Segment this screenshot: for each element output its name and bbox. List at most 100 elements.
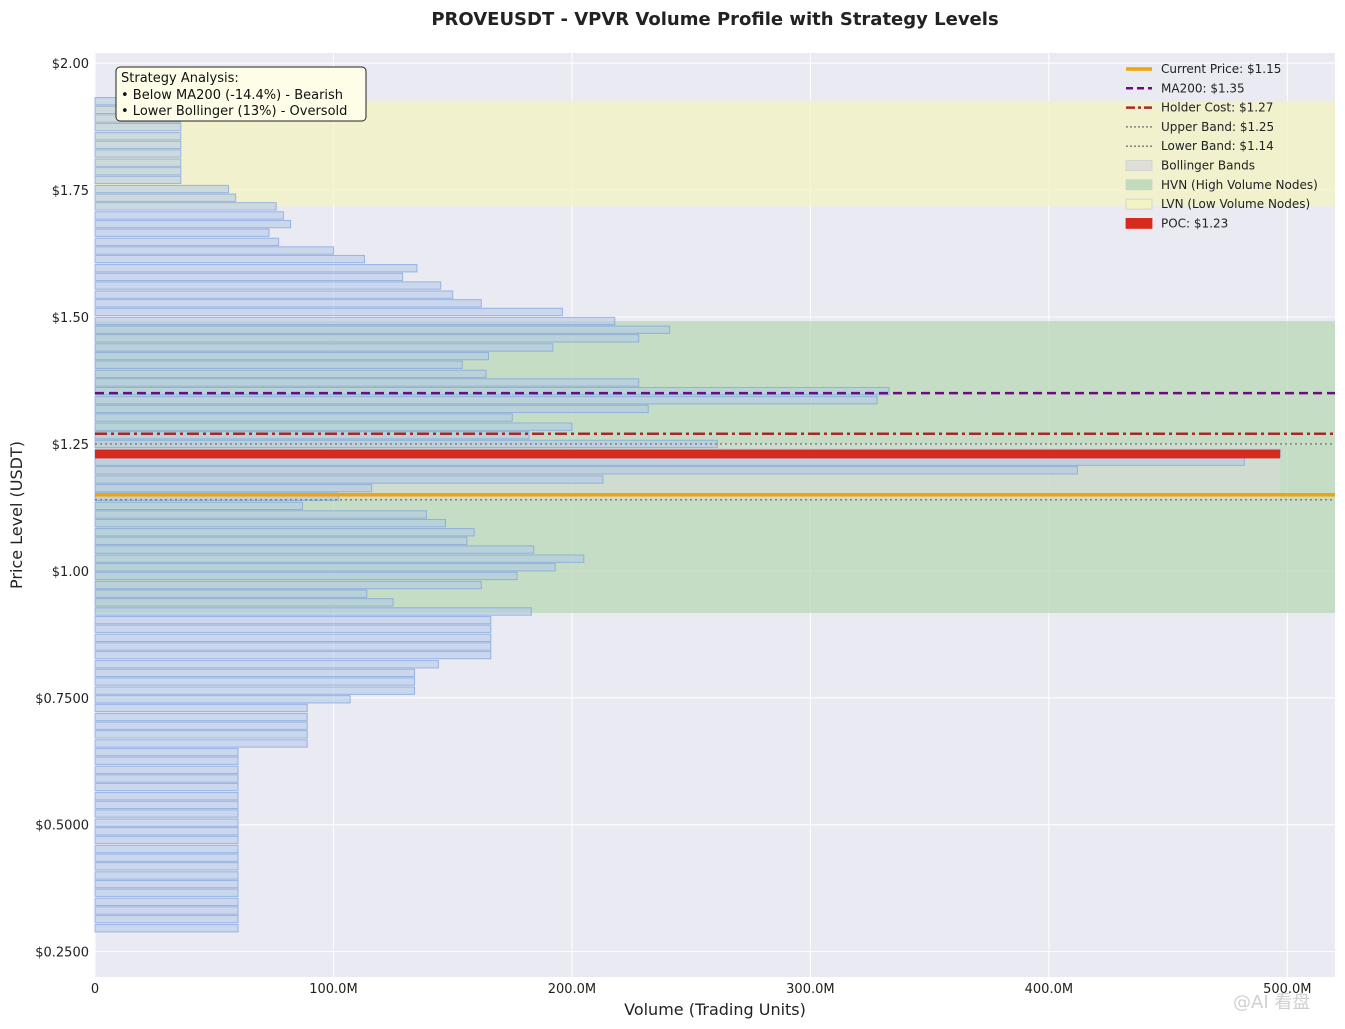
watermark-text: @AI 看盘: [1233, 992, 1310, 1013]
volume-bar: [94, 299, 482, 308]
plot-area: [94, 53, 1335, 977]
legend: Current Price: $1.15 MA200: $1.35 Holder C…: [1125, 62, 1318, 230]
volume-bar: [94, 835, 239, 845]
legend-label: LVN (Low Volume Nodes): [1161, 197, 1310, 211]
annotation-box-background: [115, 66, 367, 122]
volume-bar: [94, 879, 239, 889]
volume-bar: [94, 360, 463, 369]
y-tick-label: $0.7500: [35, 692, 89, 707]
volume-bar: [94, 677, 416, 686]
volume-bar: [94, 483, 373, 493]
volume-bar: [94, 615, 492, 625]
volume-bar: [94, 554, 585, 563]
volume-bar: [94, 642, 492, 651]
volume-bar: [94, 774, 239, 783]
legend-label: MA200: $1.35: [1161, 81, 1245, 95]
volume-bar: [94, 237, 280, 247]
volume-bar: [94, 167, 182, 176]
y-axis-label: Price Level (USDT): [7, 441, 26, 589]
volume-bar: [94, 862, 239, 871]
volume-bar: [94, 140, 182, 150]
x-tick-label: 0: [91, 982, 99, 997]
volume-bar: [94, 343, 554, 352]
volume-bar: [94, 422, 573, 431]
volume-bar: [94, 914, 239, 924]
legend-label: Holder Cost: $1.27: [1161, 101, 1273, 115]
volume-bar: [94, 475, 604, 484]
volume-bar: [94, 351, 489, 361]
volume-bar: [94, 184, 230, 194]
poc-bar: [95, 449, 1281, 459]
volume-bar: [94, 545, 535, 554]
volume-bar: [94, 228, 270, 237]
volume-bar: [94, 624, 492, 633]
volume-bar: [94, 290, 454, 299]
volume-bar: [94, 149, 182, 158]
volume-bar: [94, 158, 182, 167]
volume-bar: [94, 695, 351, 704]
volume-bar: [94, 633, 492, 643]
volume-bar: [94, 792, 239, 801]
volume-bar: [94, 132, 182, 141]
legend-item: Holder Cost: $1.27: [1126, 101, 1273, 115]
watermark: @AI 看盘: [1233, 992, 1310, 1013]
volume-bar: [94, 246, 334, 255]
volume-bar: [94, 739, 308, 748]
volume-bar: [94, 431, 530, 440]
y-tick-label: $0.5000: [35, 819, 89, 834]
volume-bar: [94, 668, 416, 678]
volume-bar: [94, 765, 239, 775]
legend-label: Upper Band: $1.25: [1161, 120, 1274, 134]
legend-label: HVN (High Volume Nodes): [1161, 178, 1318, 192]
volume-bar: [94, 598, 394, 607]
volume-bar: [94, 563, 556, 572]
volume-bar: [94, 809, 239, 818]
volume-bar: [94, 747, 239, 757]
legend-item: LVN (Low Volume Nodes): [1125, 197, 1310, 211]
legend-swatch: [1125, 160, 1153, 171]
y-tick-label: $1.25: [52, 438, 89, 453]
y-tick-label: $0.2500: [35, 946, 89, 961]
legend-item: Bollinger Bands: [1125, 159, 1255, 173]
volume-bar: [94, 457, 1245, 466]
volume-bar: [94, 871, 239, 880]
x-axis-label: Volume (Trading Units): [624, 1000, 806, 1019]
volume-bar: [94, 906, 239, 915]
volume-bar: [94, 501, 303, 511]
volume-bar: [94, 316, 616, 326]
volume-bar: [94, 800, 239, 810]
volume-bar: [94, 219, 292, 229]
volume-bar: [94, 589, 368, 598]
y-tick-label: $1.75: [52, 184, 89, 199]
volume-bar: [94, 924, 239, 933]
y-tick-label: $1.50: [52, 311, 89, 326]
volume-bar: [94, 528, 475, 537]
legend-label: POC: $1.23: [1161, 216, 1228, 230]
volume-bar: [94, 686, 416, 695]
volume-bar: [94, 703, 308, 713]
volume-bar: [94, 580, 482, 590]
y-tick-label: $2.00: [52, 57, 89, 72]
volume-bar: [94, 193, 237, 202]
y-tick-label: $1.00: [52, 565, 89, 580]
y-axis-ticks: $0.2500 $0.5000 $0.7500 $1.00 $1.25 $1.50 $1.7…: [35, 57, 89, 960]
price-level-lines: [95, 391, 1335, 501]
volume-bar: [94, 281, 442, 290]
volume-bar: [94, 307, 563, 317]
x-axis-ticks: 0 100.0M 200.0M 300.0M 400.0M 500.0M: [91, 982, 1312, 997]
volume-bar: [94, 888, 239, 897]
volume-bar: [94, 818, 239, 827]
volume-bar: [94, 404, 649, 414]
volume-bar: [94, 712, 308, 722]
volume-bar: [94, 844, 239, 854]
x-tick-label: 200.0M: [548, 982, 596, 997]
x-tick-label: 100.0M: [309, 982, 357, 997]
legend-swatch: [1125, 198, 1153, 210]
volume-bar: [94, 730, 308, 739]
volume-bar: [94, 518, 447, 528]
volume-bar: [94, 369, 487, 379]
legend-label: Current Price: $1.15: [1161, 62, 1281, 76]
volume-bar: [94, 396, 878, 405]
volume-bar: [94, 334, 640, 343]
